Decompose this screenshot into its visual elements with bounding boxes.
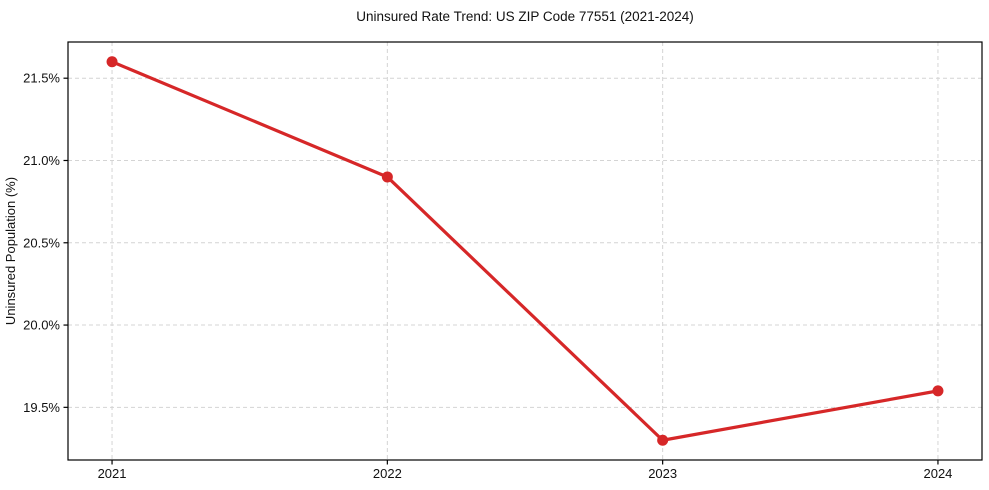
plot-border xyxy=(67,41,983,461)
x-tick-label: 2024 xyxy=(923,466,952,481)
y-tick-label: 19.5% xyxy=(23,400,60,415)
grid-layer xyxy=(68,42,982,460)
y-tick-label: 21.0% xyxy=(23,153,60,168)
data-point xyxy=(932,385,944,397)
axes-layer: 19.5% 20.0% 20.5% 21.0% 21.5% 2021 2022 2023 202… xyxy=(23,41,983,481)
data-point xyxy=(657,434,669,446)
y-tick-label: 21.5% xyxy=(23,71,60,86)
x-tick-label: 2023 xyxy=(648,466,677,481)
y-tick-label: 20.0% xyxy=(23,318,60,333)
series-layer xyxy=(106,56,944,446)
data-point xyxy=(106,56,118,68)
data-point xyxy=(381,171,393,183)
y-axis-label: Uninsured Population (%) xyxy=(3,177,18,325)
trend-line xyxy=(110,60,940,442)
x-tick-label: 2022 xyxy=(373,466,402,481)
x-tick-label: 2021 xyxy=(98,466,127,481)
chart-title: Uninsured Rate Trend: US ZIP Code 77551 … xyxy=(356,9,693,24)
y-tick-label: 20.5% xyxy=(23,235,60,250)
